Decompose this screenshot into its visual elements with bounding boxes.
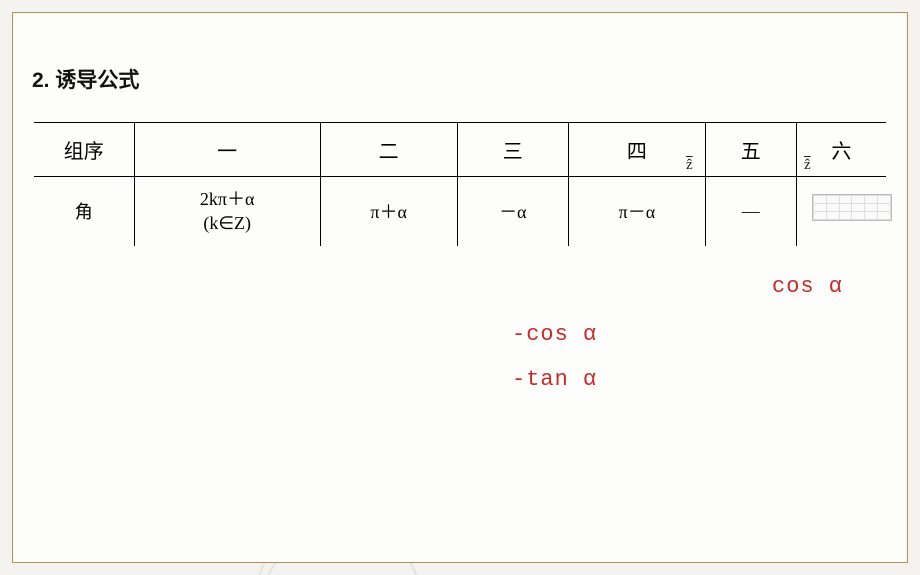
- cell-angle-4: π－α: [569, 177, 706, 246]
- glyph-over-col6: ẑ: [804, 157, 811, 174]
- cell-angle-1: 2kπ＋α (k∈Z): [134, 177, 320, 246]
- answer-cos-a: cos α: [772, 274, 843, 299]
- angle-row: 角 2kπ＋α (k∈Z) π＋α －α π－α —: [34, 177, 886, 246]
- table-header-row: 组序 一 二 三 四 五 六: [34, 123, 886, 177]
- angle-1-bottom: (k∈Z): [141, 211, 314, 235]
- col-header-3: 三: [457, 123, 569, 177]
- col-header-1: 一: [134, 123, 320, 177]
- formula-table-wrap: 组序 一 二 三 四 五 六 角 2kπ＋α: [34, 122, 886, 246]
- angle-1-top: 2kπ＋α: [141, 187, 314, 211]
- cell-angle-3: －α: [457, 177, 569, 246]
- col-header-5: 五: [705, 123, 796, 177]
- cell-angle-5: —: [705, 177, 796, 246]
- cell-angle-2: π＋α: [320, 177, 457, 246]
- col-header-4: 四: [569, 123, 706, 177]
- answer-neg-cos-a: -cos α: [512, 322, 597, 347]
- glyph-over-col5: ẑ: [686, 157, 693, 174]
- col-header-0: 组序: [34, 123, 134, 177]
- row-label-angle: 角: [34, 177, 134, 246]
- page-root: 2. 诱导公式 组序 一 二 三 四 五 六 角: [0, 0, 920, 575]
- col-header-2: 二: [320, 123, 457, 177]
- formula-table: 组序 一 二 三 四 五 六 角 2kπ＋α: [34, 122, 886, 246]
- mini-table-artifact: [812, 194, 892, 221]
- content-area: 2. 诱导公式 组序 一 二 三 四 五 六 角: [12, 12, 908, 563]
- answer-neg-tan-a: -tan α: [512, 367, 597, 392]
- section-heading: 2. 诱导公式: [32, 64, 139, 94]
